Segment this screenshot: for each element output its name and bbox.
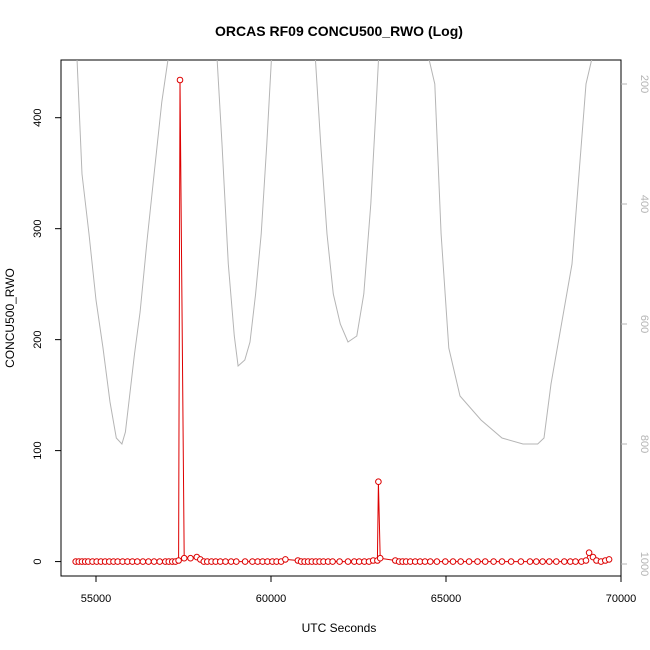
y2-tick-label: 600 <box>638 315 650 333</box>
data-point <box>421 558 429 565</box>
data-point <box>498 558 506 565</box>
x-tick-label: 60000 <box>256 593 287 605</box>
y-axis: 0 100 200 300 400 <box>32 109 61 565</box>
data-point <box>526 558 534 565</box>
data-point <box>176 76 184 84</box>
x-tick-label: 55000 <box>81 593 112 605</box>
plot-area <box>72 60 613 565</box>
data-point <box>481 558 489 565</box>
data-point <box>375 478 382 486</box>
data-point <box>533 558 540 565</box>
data-point <box>222 558 229 565</box>
data-point <box>561 558 568 565</box>
data-point <box>336 558 343 565</box>
data-point <box>134 558 141 565</box>
data-point <box>145 558 152 565</box>
data-point <box>582 557 590 564</box>
y-axis-right: 200 400 600 800 1000 <box>621 75 650 576</box>
y2-tick-label: 200 <box>638 75 650 93</box>
data-point <box>465 558 473 565</box>
data-point <box>433 558 441 565</box>
data-point <box>376 554 384 562</box>
altitude-line <box>76 60 593 445</box>
data-point <box>449 558 457 565</box>
data-point <box>156 558 163 565</box>
data-point <box>175 557 182 564</box>
y-tick-label: 400 <box>32 109 44 127</box>
y-tick-label: 100 <box>32 441 44 459</box>
data-point <box>139 558 147 565</box>
data-point <box>553 558 560 565</box>
data-point <box>187 554 194 562</box>
data-point <box>507 558 515 565</box>
plot-area-frame <box>60 59 622 577</box>
y-tick-label: 200 <box>32 330 44 348</box>
data-point <box>329 558 336 565</box>
data-point <box>457 558 465 565</box>
data-point <box>585 549 593 557</box>
data-point <box>517 558 525 565</box>
y2-tick-label: 400 <box>638 195 650 213</box>
x-tick-label: 65000 <box>431 593 462 605</box>
data-point <box>546 558 553 565</box>
data-point <box>344 558 352 565</box>
x-tick-label: 70000 <box>606 593 637 605</box>
y2-tick-label: 1000 <box>638 552 650 576</box>
data-point <box>572 558 579 565</box>
x-axis-label: UTC Seconds <box>302 621 377 635</box>
y2-tick-label: 800 <box>638 435 650 453</box>
series-line <box>75 79 610 563</box>
y-axis-label: CONCU500_RWO <box>3 268 17 368</box>
data-point <box>474 558 481 565</box>
data-point <box>249 558 256 565</box>
data-point <box>180 554 188 562</box>
data-point <box>150 558 158 565</box>
data-point <box>539 558 546 565</box>
y-tick-label: 300 <box>32 219 44 237</box>
data-point <box>605 556 613 563</box>
chart-title: ORCAS RF09 CONCU500_RWO (Log) <box>215 23 463 39</box>
data-point <box>427 558 434 565</box>
data-point <box>442 558 449 565</box>
y-tick-label: 0 <box>32 559 44 565</box>
data-point <box>282 556 289 563</box>
x-axis: 55000 60000 65000 70000 <box>81 576 637 605</box>
data-point <box>490 558 497 565</box>
data-point <box>241 558 249 565</box>
data-point <box>233 558 240 565</box>
